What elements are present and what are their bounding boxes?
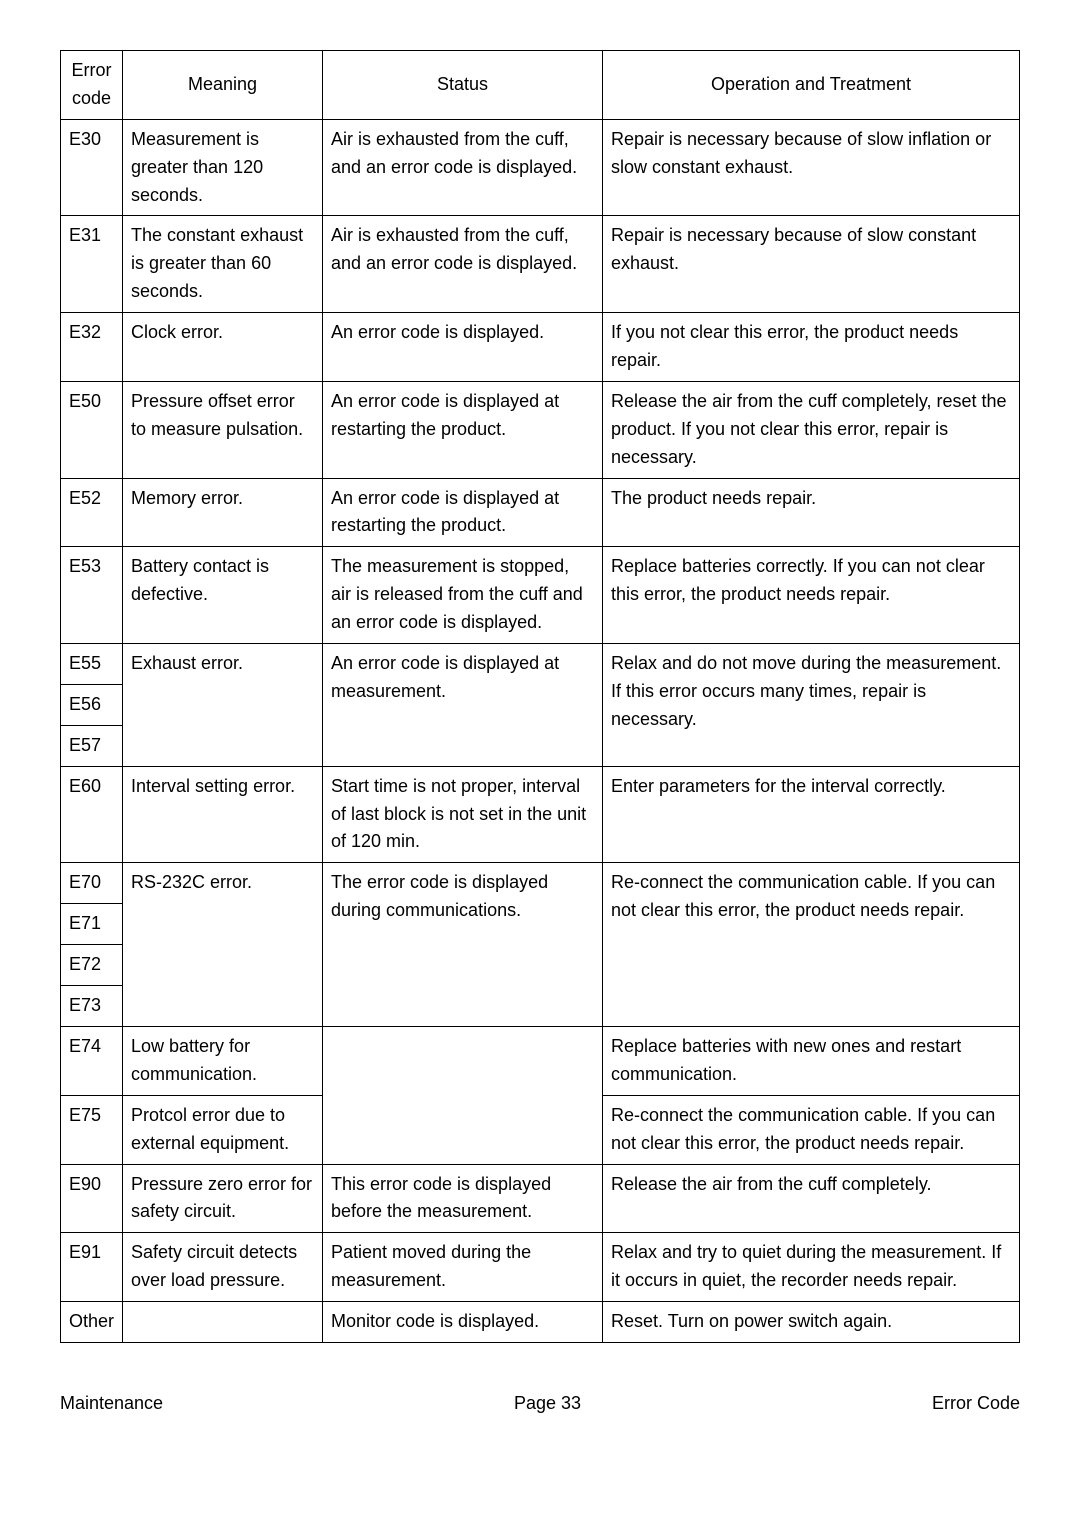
cell-treatment: Enter parameters for the interval correc… xyxy=(603,766,1020,863)
cell-treatment: Reset. Turn on power switch again. xyxy=(603,1302,1020,1343)
cell-code: E70 xyxy=(61,863,123,904)
cell-status: The measurement is stopped, air is relea… xyxy=(323,547,603,644)
col-header-treatment: Operation and Treatment xyxy=(603,51,1020,120)
cell-code: E53 xyxy=(61,547,123,644)
footer-right: Error Code xyxy=(932,1393,1020,1414)
cell-code: E75 xyxy=(61,1095,123,1164)
table-row: E90 Pressure zero error for safety circu… xyxy=(61,1164,1020,1233)
footer-left: Maintenance xyxy=(60,1393,163,1414)
cell-code: E91 xyxy=(61,1233,123,1302)
table-row: Other Monitor code is displayed. Reset. … xyxy=(61,1302,1020,1343)
cell-meaning: RS-232C error. xyxy=(123,863,323,1027)
cell-code: E30 xyxy=(61,119,123,216)
cell-code: E90 xyxy=(61,1164,123,1233)
cell-code: E31 xyxy=(61,216,123,313)
cell-meaning: Measurement is greater than 120 seconds. xyxy=(123,119,323,216)
cell-code: E32 xyxy=(61,313,123,382)
error-codes-table: Error code Meaning Status Operation and … xyxy=(60,50,1020,1343)
cell-status: Start time is not proper, interval of la… xyxy=(323,766,603,863)
cell-code: E50 xyxy=(61,381,123,478)
table-header-row: Error code Meaning Status Operation and … xyxy=(61,51,1020,120)
cell-status: An error code is displayed at restarting… xyxy=(323,478,603,547)
page-footer: Maintenance Page 33 Error Code xyxy=(60,1393,1020,1414)
cell-code: Other xyxy=(61,1302,123,1343)
col-header-meaning: Meaning xyxy=(123,51,323,120)
cell-meaning: Safety circuit detects over load pressur… xyxy=(123,1233,323,1302)
cell-treatment: Replace batteries correctly. If you can … xyxy=(603,547,1020,644)
cell-meaning xyxy=(123,1302,323,1343)
cell-treatment: Replace batteries with new ones and rest… xyxy=(603,1026,1020,1095)
table-row: E52 Memory error. An error code is displ… xyxy=(61,478,1020,547)
cell-meaning: Battery contact is defective. xyxy=(123,547,323,644)
cell-meaning: Interval setting error. xyxy=(123,766,323,863)
cell-status xyxy=(323,1026,603,1164)
cell-treatment: Release the air from the cuff completely… xyxy=(603,381,1020,478)
table-row: E53 Battery contact is defective. The me… xyxy=(61,547,1020,644)
cell-status: An error code is displayed at restarting… xyxy=(323,381,603,478)
cell-treatment: Re-connect the communication cable. If y… xyxy=(603,863,1020,1027)
cell-code: E60 xyxy=(61,766,123,863)
cell-status: This error code is displayed before the … xyxy=(323,1164,603,1233)
table-row: E60 Interval setting error. Start time i… xyxy=(61,766,1020,863)
cell-status: Air is exhausted from the cuff, and an e… xyxy=(323,216,603,313)
cell-code: E55 xyxy=(61,644,123,685)
cell-code: E74 xyxy=(61,1026,123,1095)
cell-meaning: Exhaust error. xyxy=(123,644,323,767)
table-row: E32 Clock error. An error code is displa… xyxy=(61,313,1020,382)
cell-treatment: If you not clear this error, the product… xyxy=(603,313,1020,382)
table-row: E30 Measurement is greater than 120 seco… xyxy=(61,119,1020,216)
table-row: E50 Pressure offset error to measure pul… xyxy=(61,381,1020,478)
cell-code: E57 xyxy=(61,725,123,766)
cell-code: E72 xyxy=(61,945,123,986)
table-row: E91 Safety circuit detects over load pre… xyxy=(61,1233,1020,1302)
cell-meaning: Memory error. xyxy=(123,478,323,547)
footer-center: Page 33 xyxy=(514,1393,581,1414)
col-header-code: Error code xyxy=(61,51,123,120)
cell-code: E52 xyxy=(61,478,123,547)
cell-treatment: Re-connect the communication cable. If y… xyxy=(603,1095,1020,1164)
col-header-status: Status xyxy=(323,51,603,120)
cell-meaning: Pressure offset error to measure pulsati… xyxy=(123,381,323,478)
cell-meaning: Low battery for communication. xyxy=(123,1026,323,1095)
table-row: E55 Exhaust error. An error code is disp… xyxy=(61,644,1020,685)
cell-status: An error code is displayed at measuremen… xyxy=(323,644,603,767)
cell-treatment: Repair is necessary because of slow cons… xyxy=(603,216,1020,313)
cell-meaning: The constant exhaust is greater than 60 … xyxy=(123,216,323,313)
cell-treatment: The product needs repair. xyxy=(603,478,1020,547)
cell-treatment: Relax and try to quiet during the measur… xyxy=(603,1233,1020,1302)
cell-treatment: Release the air from the cuff completely… xyxy=(603,1164,1020,1233)
cell-status: Monitor code is displayed. xyxy=(323,1302,603,1343)
cell-code: E73 xyxy=(61,986,123,1027)
cell-meaning: Clock error. xyxy=(123,313,323,382)
cell-meaning: Protcol error due to external equipment. xyxy=(123,1095,323,1164)
table-row: E74 Low battery for communication. Repla… xyxy=(61,1026,1020,1095)
table-row: E31 The constant exhaust is greater than… xyxy=(61,216,1020,313)
cell-status: The error code is displayed during commu… xyxy=(323,863,603,1027)
cell-treatment: Repair is necessary because of slow infl… xyxy=(603,119,1020,216)
cell-code: E56 xyxy=(61,684,123,725)
cell-code: E71 xyxy=(61,904,123,945)
cell-treatment: Relax and do not move during the measure… xyxy=(603,644,1020,767)
table-row: E70 RS-232C error. The error code is dis… xyxy=(61,863,1020,904)
cell-meaning: Pressure zero error for safety circuit. xyxy=(123,1164,323,1233)
cell-status: Air is exhausted from the cuff, and an e… xyxy=(323,119,603,216)
cell-status: Patient moved during the measurement. xyxy=(323,1233,603,1302)
cell-status: An error code is displayed. xyxy=(323,313,603,382)
